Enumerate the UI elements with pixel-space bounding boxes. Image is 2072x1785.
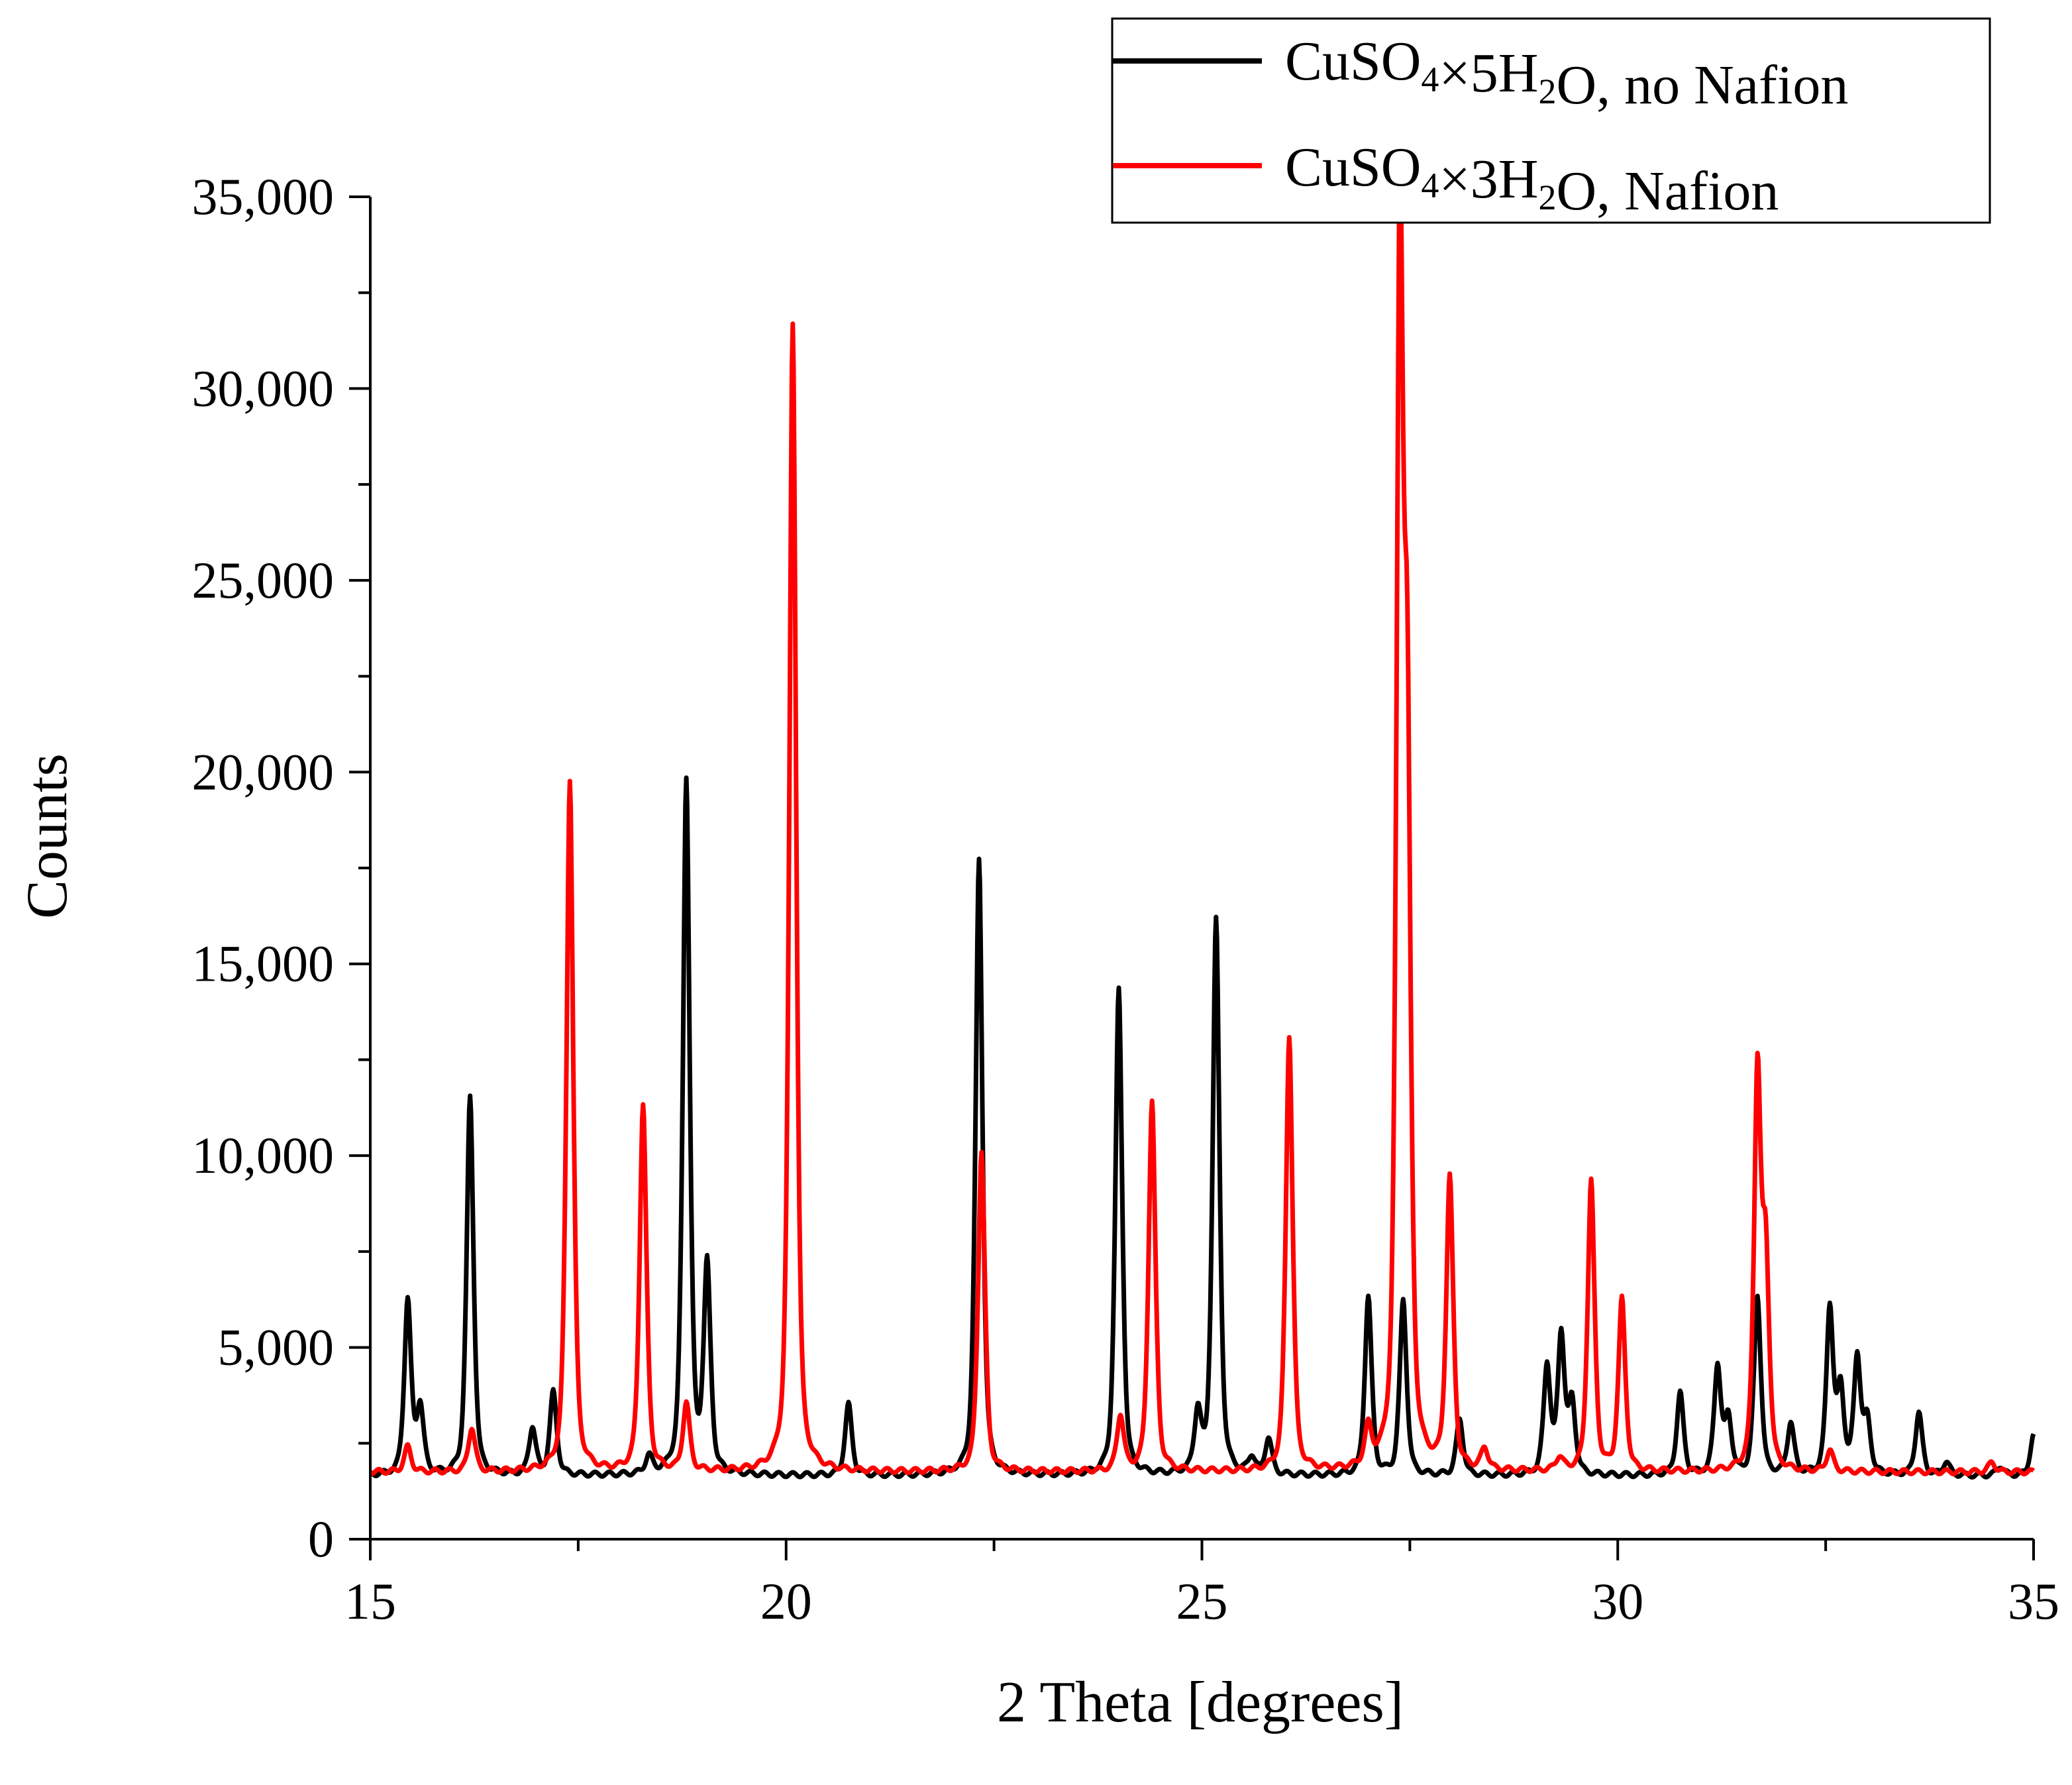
y-tick-label: 25,000 [192,551,335,609]
x-tick-label: 15 [344,1572,396,1630]
series-line-0 [368,775,2036,1480]
x-tick-label: 20 [760,1572,812,1630]
legend-frame [1111,17,1991,224]
x-tick-label: 25 [1176,1572,1228,1630]
plot-area [368,154,2036,1480]
y-tick-label: 35,000 [192,168,335,225]
x-tick-label: 35 [2008,1572,2059,1630]
y-tick-label: 0 [308,1510,334,1568]
y-tick-label: 30,000 [192,359,335,417]
y-tick-label: 10,000 [192,1126,335,1184]
x-tick-label: 30 [1592,1572,1643,1630]
legend-label-no-nafion: CuSO4×5H2O, no Nafion [1285,30,1848,116]
y-tick-label: 20,000 [192,743,335,800]
legend: CuSO4×5H2O, no Nafion CuSO4×3H2O, Nafion [1111,17,1991,224]
legend-label-nafion: CuSO4×3H2O, Nafion [1285,136,1779,222]
x-axis-title: 2 Theta [degrees] [997,1670,1404,1735]
axes: 15 20 25 30 35 0 5,000 10,000 15,000 20,000 25,000… [192,168,2060,1630]
y-tick-label: 15,000 [192,935,335,993]
y-tick-label: 5,000 [218,1319,335,1376]
y-axis-title: Counts [15,753,79,918]
series-line-1 [368,154,2036,1477]
